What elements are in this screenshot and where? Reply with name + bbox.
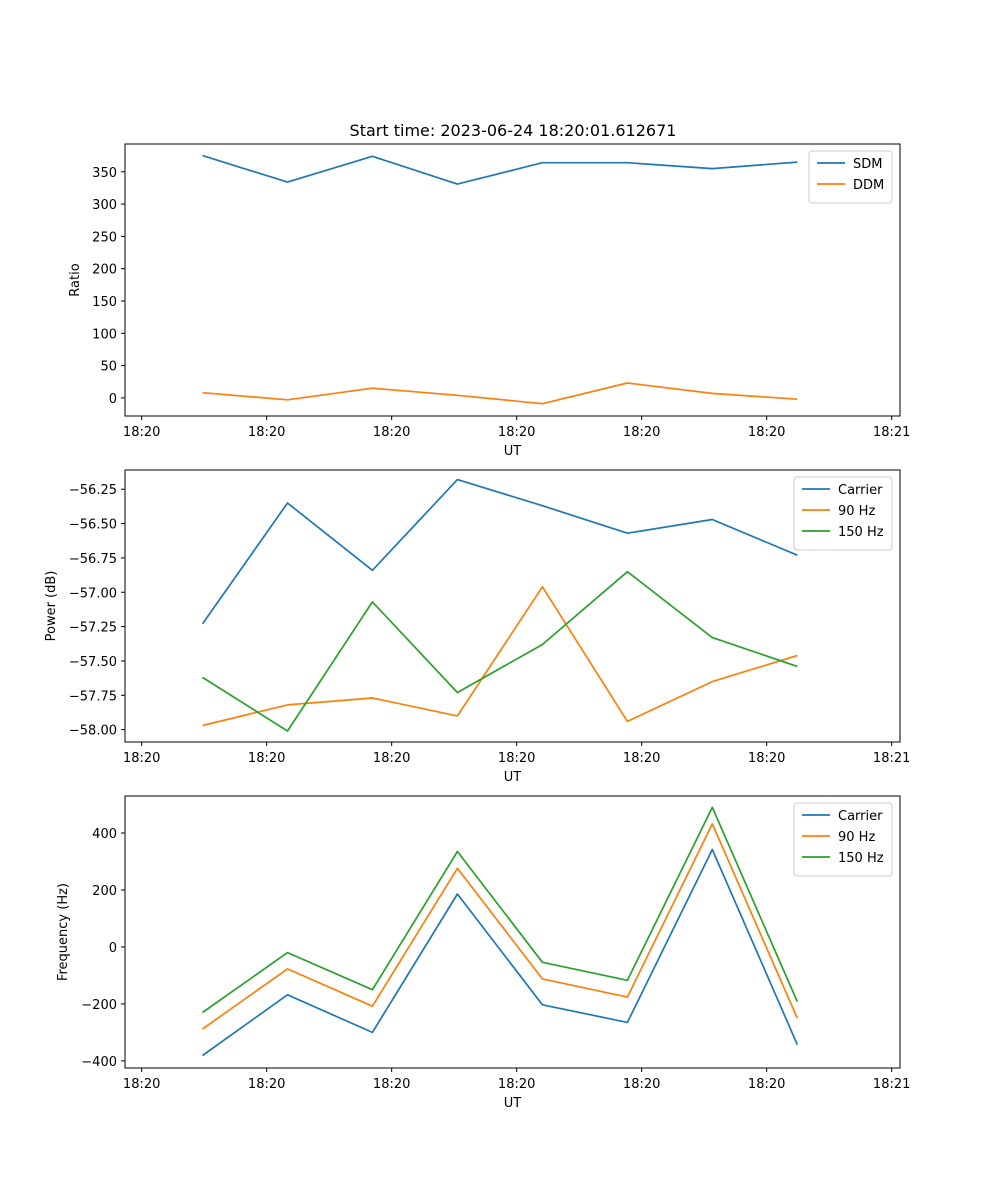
x-tick-label: 18:20 — [623, 751, 660, 766]
series-line-sdm — [202, 154, 798, 185]
x-tick-label: 18:20 — [748, 751, 785, 766]
subplot-3: 18:20 18:20 18:20 18:20 18:20 18:20 18:21 −400 −… — [56, 795, 910, 1111]
y-tick-label: 0 — [109, 941, 117, 956]
x-tick-label: 18:20 — [373, 1077, 410, 1092]
y-tick-label: −57.00 — [69, 586, 117, 601]
axes-frame — [124, 469, 901, 743]
axes-frame — [124, 795, 901, 1069]
x-tick-label: 18:20 — [248, 751, 285, 766]
x-tick-label: 18:20 — [248, 1077, 285, 1092]
y-tick-label: 400 — [92, 827, 117, 842]
x-axis-label: UT — [504, 444, 522, 459]
legend-label: 90 Hz — [838, 830, 875, 845]
legend-label: 150 Hz — [838, 851, 884, 866]
legend-label: DDM — [853, 178, 884, 193]
y-tick-label: −400 — [81, 1055, 117, 1070]
y-tick-label: 0 — [109, 392, 117, 407]
series-line-150-hz — [202, 570, 798, 732]
subplot-1: 18:20 18:20 18:20 18:20 18:20 18:20 18:21 0 50 10… — [68, 143, 910, 459]
y-tick-label: 350 — [92, 166, 117, 181]
x-axis-label: UT — [504, 770, 522, 785]
legend-label: Carrier — [838, 483, 883, 498]
x-tick-label: 18:20 — [623, 425, 660, 440]
x-tick-label: 18:21 — [873, 425, 910, 440]
series-line-90-hz — [202, 585, 798, 727]
x-tick-label: 18:20 — [373, 425, 410, 440]
y-axis-label: Power (dB) — [44, 571, 59, 642]
x-tick-label: 18:20 — [123, 751, 160, 766]
legend-box — [808, 150, 893, 204]
x-tick-label: 18:20 — [498, 425, 535, 440]
x-tick-label: 18:20 — [748, 425, 785, 440]
legend-label: 90 Hz — [838, 504, 875, 519]
x-tick-label: 18:20 — [248, 425, 285, 440]
y-tick-label: 100 — [92, 327, 117, 342]
y-tick-label: −200 — [81, 998, 117, 1013]
y-tick-label: 200 — [92, 884, 117, 899]
x-tick-label: 18:21 — [873, 1077, 910, 1092]
x-tick-label: 18:20 — [748, 1077, 785, 1092]
x-tick-label: 18:20 — [498, 751, 535, 766]
y-tick-label: −56.75 — [69, 552, 117, 567]
y-tick-label: 50 — [100, 360, 117, 375]
series-line-carrier — [202, 848, 799, 1057]
y-tick-label: −57.75 — [69, 689, 117, 704]
subplot-2: 18:20 18:20 18:20 18:20 18:20 18:20 18:21 −58.0… — [44, 469, 910, 785]
axes-frame — [124, 143, 901, 417]
legend-label: SDM — [853, 157, 882, 172]
x-tick-label: 18:20 — [498, 1077, 535, 1092]
y-tick-label: 150 — [92, 295, 117, 310]
y-axis-label: Frequency (Hz) — [56, 883, 71, 981]
series-line-90-hz — [202, 823, 799, 1030]
y-tick-label: 300 — [92, 198, 117, 213]
series-line-150-hz — [202, 806, 799, 1014]
legend-label: 150 Hz — [838, 525, 884, 540]
x-tick-label: 18:20 — [373, 751, 410, 766]
y-tick-label: −56.25 — [69, 483, 117, 498]
y-tick-label: −57.50 — [69, 655, 117, 670]
figure-title: Start time: 2023-06-24 18:20:01.612671 — [350, 121, 677, 140]
x-tick-label: 18:20 — [123, 425, 160, 440]
y-tick-label: −58.00 — [69, 724, 117, 739]
y-tick-label: −56.50 — [69, 518, 117, 533]
x-axis-label: UT — [504, 1096, 522, 1111]
y-tick-label: 250 — [92, 230, 117, 245]
x-tick-label: 18:20 — [123, 1077, 160, 1092]
series-line-carrier — [201, 478, 798, 625]
series-line-ddm — [202, 382, 798, 405]
y-tick-label: −57.25 — [69, 621, 117, 636]
y-axis-label: Ratio — [68, 263, 83, 296]
y-tick-label: 200 — [92, 263, 117, 278]
legend-label: Carrier — [838, 809, 883, 824]
x-tick-label: 18:20 — [623, 1077, 660, 1092]
x-tick-label: 18:21 — [873, 751, 910, 766]
